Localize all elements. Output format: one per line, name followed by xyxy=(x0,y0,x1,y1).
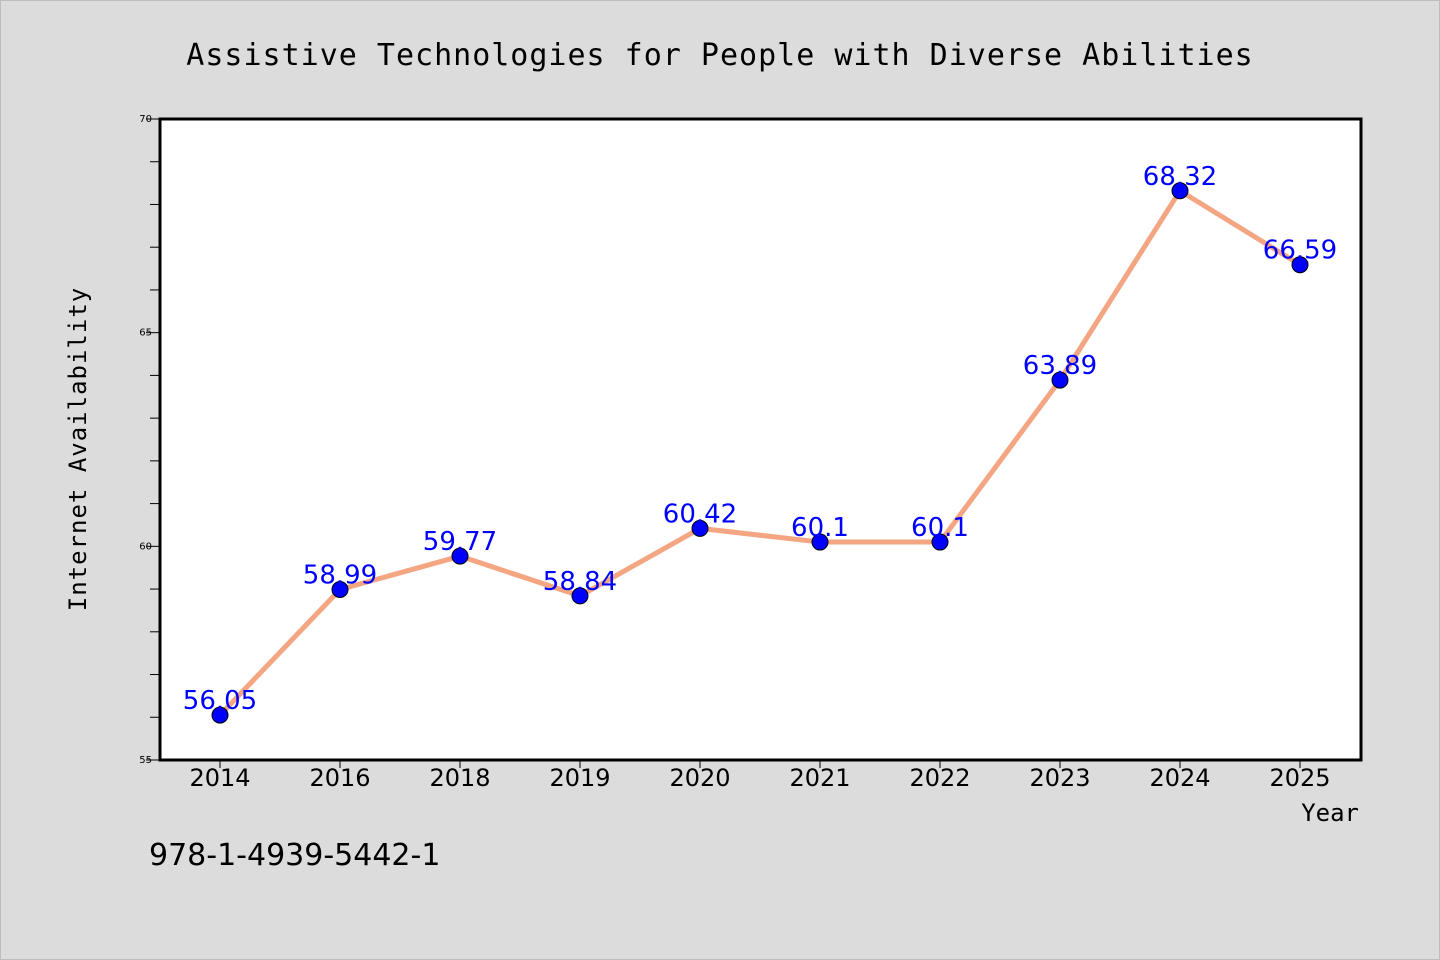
data-point xyxy=(1171,182,1189,200)
y-tick-label: 55 xyxy=(139,755,152,766)
x-tick-label: 2020 xyxy=(669,764,730,792)
data-label: 59.77 xyxy=(423,527,497,557)
x-tick-label: 2018 xyxy=(429,764,490,792)
x-tick-label: 2025 xyxy=(1269,764,1330,792)
x-tick-label: 2022 xyxy=(909,764,970,792)
footer-text: 978-1-4939-5442-1 xyxy=(149,838,440,873)
x-tick-label: 2021 xyxy=(789,764,850,792)
data-label: 58.99 xyxy=(303,560,377,590)
data-point xyxy=(811,533,829,551)
x-tick-label: 2024 xyxy=(1149,764,1210,792)
plot-area xyxy=(158,117,1363,762)
y-tick-label: 65 xyxy=(139,328,152,339)
data-label: 60.1 xyxy=(791,513,849,543)
x-tick-label: 2023 xyxy=(1029,764,1090,792)
y-axis-label: Internet Availability xyxy=(64,287,92,611)
data-label: 68.32 xyxy=(1143,162,1217,192)
data-labels: 56.05 58.99 59.77 58.84 60.42 60.1 60.1 63.89 68… xyxy=(183,162,1337,716)
data-label: 58.84 xyxy=(543,567,617,597)
x-tick-label: 2019 xyxy=(549,764,610,792)
data-point xyxy=(1291,256,1309,274)
data-label: 63.89 xyxy=(1023,351,1097,381)
chart-title: Assistive Technologies for People with D… xyxy=(186,38,1253,73)
y-tick-label: 60 xyxy=(139,541,152,552)
data-point xyxy=(691,519,709,537)
data-point xyxy=(571,587,589,605)
data-point xyxy=(451,547,469,565)
data-label: 66.59 xyxy=(1263,236,1337,266)
data-markers xyxy=(211,182,1309,724)
x-tick-label: 2016 xyxy=(309,764,370,792)
data-point xyxy=(1051,371,1069,389)
x-tick-label: 2014 xyxy=(189,764,250,792)
data-label: 60.42 xyxy=(663,499,737,529)
x-axis-ticks: 2014 2016 2018 2019 2020 2021 2022 2023 2024 2025 xyxy=(189,760,1331,792)
x-axis-label: Year xyxy=(1301,799,1359,827)
data-label: 56.05 xyxy=(183,686,257,716)
data-point xyxy=(931,533,949,551)
data-point xyxy=(331,580,349,598)
y-axis-ticks: 55 60 65 70 xyxy=(139,114,160,766)
data-point xyxy=(211,706,229,724)
series-line xyxy=(217,188,1303,718)
y-tick-label: 70 xyxy=(139,114,152,125)
data-label: 60.1 xyxy=(911,513,969,543)
